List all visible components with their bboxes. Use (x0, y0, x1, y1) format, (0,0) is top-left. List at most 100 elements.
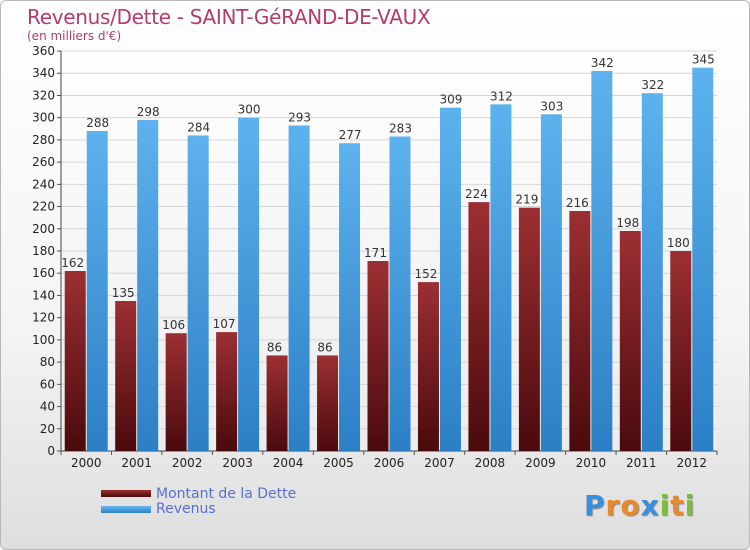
x-tick-label: 2008 (475, 456, 506, 470)
bar-debt-2006 (367, 261, 389, 451)
x-tick-label: 2010 (576, 456, 607, 470)
legend-swatch-revenue (101, 506, 151, 513)
bar-debt-2012 (670, 251, 692, 451)
value-label-debt-2000: 162 (61, 256, 84, 270)
bar-revenue-2008 (490, 104, 512, 451)
bar-revenue-2011 (641, 93, 663, 451)
logo-letter: P (584, 489, 606, 522)
logo-letter: t (670, 489, 685, 522)
chart-title: Revenus/Dette - SAINT-GéRAND-DE-VAUX (27, 5, 431, 29)
value-label-revenue-2011: 322 (641, 78, 664, 92)
y-tick-label: 260 (32, 155, 55, 169)
x-tick-label: 2000 (71, 456, 102, 470)
bar-debt-2005 (317, 355, 339, 451)
x-tick-label: 2002 (172, 456, 203, 470)
bar-revenue-2004 (288, 125, 310, 451)
bar-debt-2008 (468, 202, 490, 451)
value-label-revenue-2003: 300 (238, 103, 261, 117)
y-tick-label: 140 (32, 288, 55, 302)
bar-debt-2002 (165, 333, 187, 451)
bar-revenue-2012 (692, 67, 714, 452)
y-tick-label: 240 (32, 177, 55, 191)
bar-revenue-2006 (389, 136, 411, 452)
y-tick-label: 80 (40, 355, 55, 369)
value-label-revenue-2007: 309 (440, 93, 463, 107)
bar-revenue-2005 (339, 143, 361, 451)
value-label-revenue-2002: 284 (187, 120, 210, 134)
legend-swatch-debt (101, 490, 151, 497)
value-label-debt-2009: 219 (515, 193, 538, 207)
y-tick-label: 160 (32, 266, 55, 280)
y-tick-label: 60 (40, 377, 55, 391)
value-label-debt-2005: 86 (317, 340, 332, 354)
bar-revenue-2009 (540, 114, 562, 451)
value-label-revenue-2005: 277 (339, 128, 362, 142)
x-tick-label: 2004 (273, 456, 304, 470)
chart-subtitle: (en milliers d'€) (27, 29, 122, 43)
bar-debt-2010 (569, 211, 591, 451)
value-label-debt-2010: 216 (566, 196, 589, 210)
bar-revenue-2010 (591, 71, 613, 451)
x-tick-label: 2012 (676, 456, 707, 470)
y-tick-label: 180 (32, 244, 55, 258)
x-tick-label: 2007 (424, 456, 455, 470)
logo-letter: r (605, 489, 621, 522)
value-label-revenue-2001: 298 (137, 105, 160, 119)
value-label-debt-2002: 106 (162, 318, 185, 332)
value-label-revenue-2009: 303 (540, 99, 563, 113)
y-tick-label: 0 (47, 444, 55, 458)
bar-revenue-2000 (86, 131, 108, 451)
x-tick-label: 2001 (121, 456, 152, 470)
y-tick-label: 40 (40, 400, 55, 414)
value-label-revenue-2010: 342 (591, 56, 614, 70)
bar-debt-2004 (266, 355, 288, 451)
y-tick-label: 300 (32, 111, 55, 125)
y-tick-label: 340 (32, 66, 55, 80)
logo-letter: x (640, 489, 660, 522)
legend-label-revenue: Revenus (156, 501, 216, 517)
value-label-debt-2003: 107 (213, 317, 236, 331)
bar-debt-2009 (518, 207, 540, 451)
value-label-revenue-2004: 293 (288, 110, 311, 124)
proxiti-logo: Proxiti (584, 489, 695, 522)
value-label-debt-2008: 224 (465, 187, 488, 201)
value-label-debt-2004: 86 (267, 340, 282, 354)
value-label-debt-2001: 135 (112, 286, 135, 300)
y-tick-label: 320 (32, 88, 55, 102)
value-label-debt-2012: 180 (667, 236, 690, 250)
y-tick-label: 200 (32, 222, 55, 236)
bar-debt-2001 (115, 301, 137, 451)
x-tick-label: 2005 (323, 456, 354, 470)
value-label-revenue-2008: 312 (490, 89, 513, 103)
x-tick-label: 2011 (626, 456, 657, 470)
y-tick-label: 20 (40, 422, 55, 436)
bar-revenue-2001 (137, 119, 159, 451)
value-label-revenue-2000: 288 (86, 116, 109, 130)
value-label-debt-2011: 198 (616, 216, 639, 230)
x-tick-label: 2003 (222, 456, 253, 470)
bar-debt-2000 (64, 271, 86, 451)
legend-label-debt: Montant de la Dette (156, 486, 297, 502)
logo-letter: i (659, 489, 671, 522)
bar-revenue-2007 (439, 107, 461, 452)
y-tick-label: 280 (32, 133, 55, 147)
logo-letter: i (684, 489, 696, 522)
bar-debt-2011 (619, 231, 641, 451)
y-tick-label: 100 (32, 333, 55, 347)
y-tick-label: 360 (32, 44, 55, 58)
x-tick-label: 2009 (525, 456, 556, 470)
bar-debt-2007 (417, 282, 439, 451)
value-label-revenue-2006: 283 (389, 122, 412, 136)
bar-revenue-2003 (238, 117, 260, 452)
value-label-debt-2006: 171 (364, 246, 387, 260)
x-tick-label: 2006 (374, 456, 405, 470)
y-tick-label: 120 (32, 311, 55, 325)
value-label-revenue-2012: 345 (692, 53, 715, 67)
bar-debt-2003 (216, 332, 238, 451)
bar-revenue-2002 (187, 135, 209, 451)
logo-letter: o (620, 489, 641, 522)
value-label-debt-2007: 152 (415, 267, 438, 281)
y-tick-label: 220 (32, 200, 55, 214)
